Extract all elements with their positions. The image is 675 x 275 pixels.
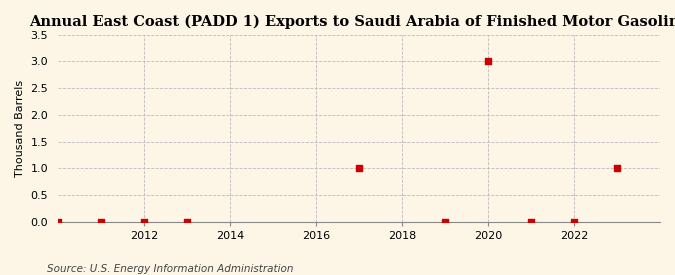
Text: Source: U.S. Energy Information Administration: Source: U.S. Energy Information Administ… (47, 264, 294, 274)
Point (354, 166, 364, 170)
Point (96, 219, 107, 224)
Point (483, 59, 493, 64)
Point (568, 219, 579, 224)
Point (182, 219, 192, 224)
Point (612, 166, 622, 170)
Point (439, 219, 450, 224)
Title: Annual East Coast (PADD 1) Exports to Saudi Arabia of Finished Motor Gasoline: Annual East Coast (PADD 1) Exports to Sa… (29, 15, 675, 29)
Point (138, 219, 149, 224)
Point (53, 219, 63, 224)
Point (526, 219, 537, 224)
Y-axis label: Thousand Barrels: Thousand Barrels (15, 80, 25, 177)
